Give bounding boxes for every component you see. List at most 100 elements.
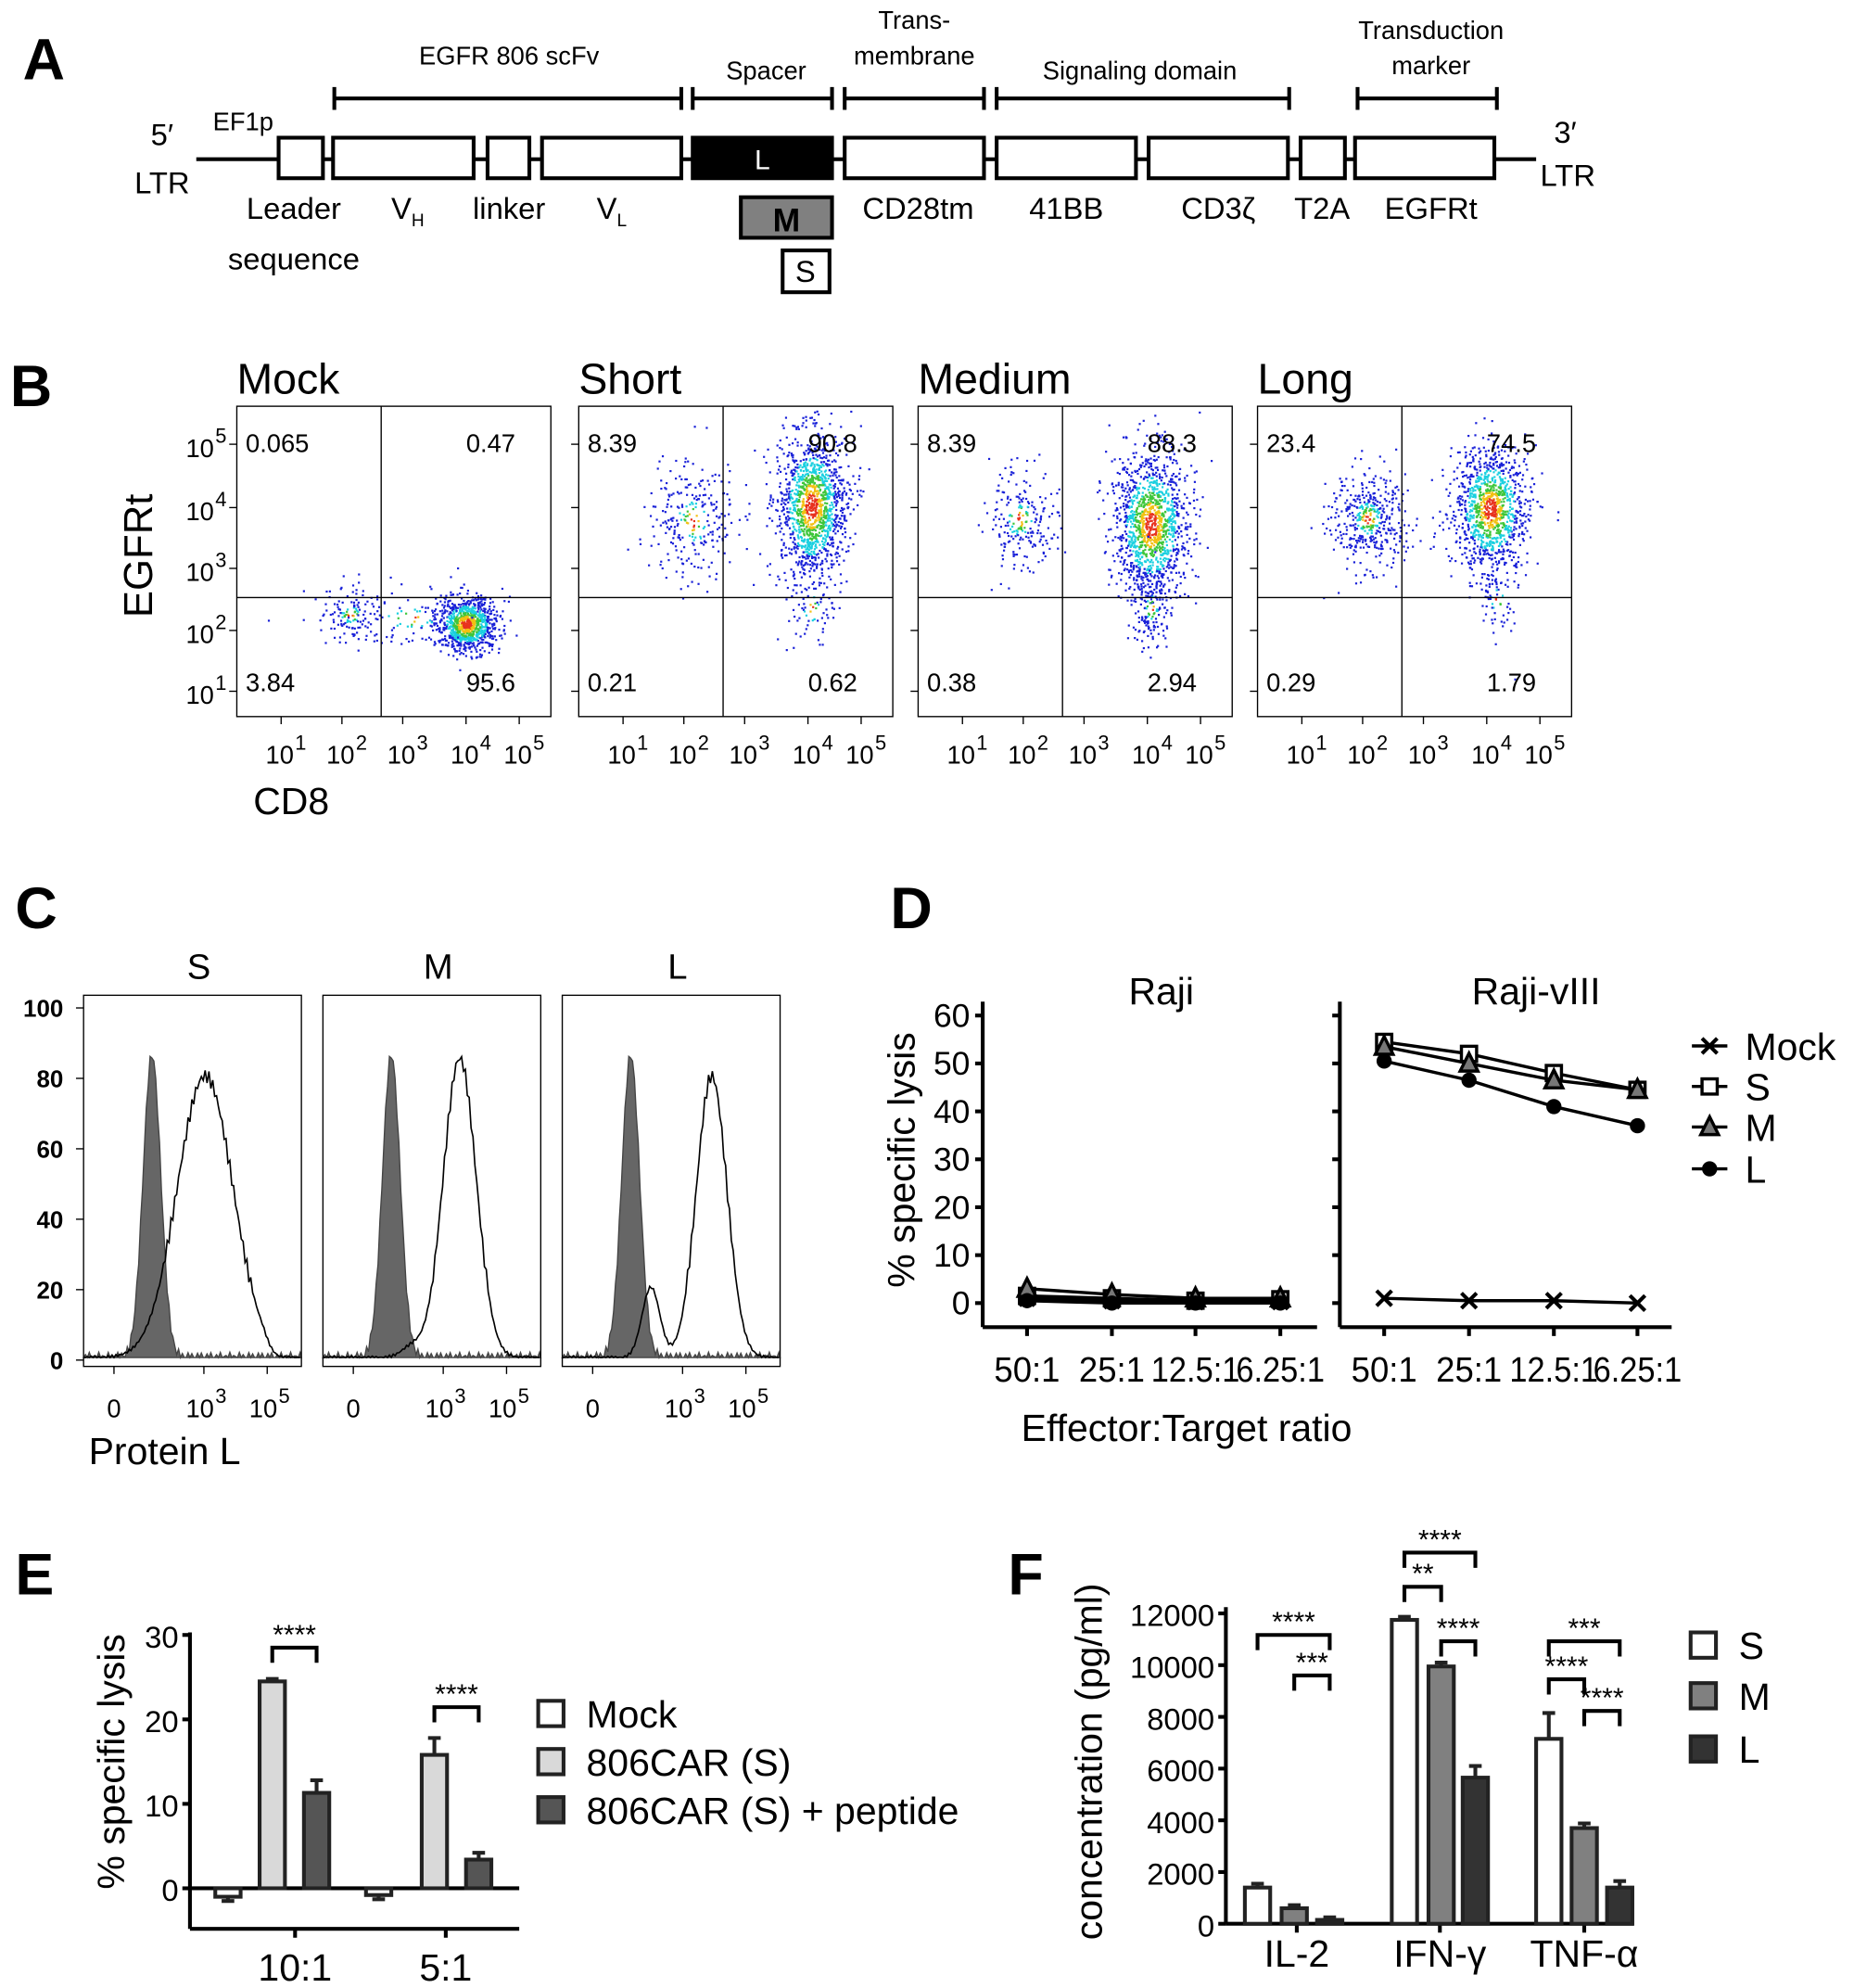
event-dot bbox=[1159, 512, 1162, 515]
event-dot bbox=[804, 465, 806, 468]
event-dot bbox=[834, 514, 837, 516]
event-dot bbox=[356, 604, 359, 606]
event-dot bbox=[466, 607, 469, 610]
event-dot bbox=[992, 518, 996, 521]
event-dot bbox=[820, 499, 823, 502]
event-dot bbox=[839, 509, 843, 512]
event-dot bbox=[448, 634, 451, 637]
event-dot bbox=[1174, 539, 1176, 542]
event-dot bbox=[1104, 551, 1107, 554]
event-dot bbox=[1449, 559, 1452, 563]
event-dot bbox=[810, 474, 814, 478]
event-dot bbox=[1138, 512, 1142, 515]
event-dot bbox=[450, 620, 452, 623]
event-dot bbox=[450, 591, 452, 593]
event-dot bbox=[443, 622, 446, 625]
event-dot bbox=[792, 530, 794, 533]
event-dot bbox=[814, 490, 817, 492]
event-dot bbox=[1518, 484, 1521, 488]
event-dot bbox=[776, 525, 779, 528]
event-dot bbox=[446, 605, 449, 607]
event-dot bbox=[331, 613, 335, 616]
event-dot bbox=[1495, 514, 1498, 516]
event-dot bbox=[795, 592, 798, 594]
event-dot bbox=[489, 635, 492, 638]
event-dot bbox=[489, 597, 492, 600]
event-dot bbox=[787, 465, 790, 468]
event-dot bbox=[1173, 566, 1175, 568]
event-dot bbox=[451, 603, 454, 605]
event-dot bbox=[355, 589, 358, 592]
event-dot bbox=[470, 607, 473, 610]
event-dot bbox=[1158, 614, 1161, 617]
event-dot bbox=[808, 575, 811, 578]
event-dot bbox=[483, 632, 486, 635]
event-dot bbox=[454, 617, 457, 619]
event-dot bbox=[1155, 475, 1158, 478]
event-dot bbox=[690, 562, 692, 566]
event-dot bbox=[1467, 517, 1469, 520]
event-dot bbox=[1126, 637, 1130, 640]
event-dot bbox=[491, 643, 494, 646]
event-dot bbox=[1174, 548, 1176, 551]
event-dot bbox=[779, 518, 781, 521]
event-dot bbox=[811, 561, 814, 564]
event-dot bbox=[661, 454, 665, 458]
event-dot bbox=[487, 642, 489, 644]
event-dot bbox=[780, 522, 782, 525]
event-dot bbox=[814, 487, 817, 490]
event-dot bbox=[814, 534, 817, 537]
event-dot bbox=[1175, 565, 1177, 567]
event-dot bbox=[1144, 513, 1147, 516]
event-dot bbox=[346, 625, 349, 628]
event-dot bbox=[1143, 599, 1146, 602]
event-dot bbox=[1130, 511, 1133, 514]
event-dot bbox=[639, 538, 641, 541]
event-dot bbox=[1497, 451, 1501, 453]
event-dot bbox=[1145, 526, 1148, 529]
event-dot bbox=[680, 505, 684, 508]
event-dot bbox=[830, 479, 833, 482]
event-dot bbox=[437, 628, 440, 631]
event-dot bbox=[1125, 538, 1128, 542]
event-dot bbox=[1129, 491, 1132, 493]
x-tick-label: 10 2 bbox=[326, 731, 367, 769]
event-dot bbox=[793, 546, 795, 549]
event-dot bbox=[800, 507, 803, 511]
event-dot bbox=[1159, 495, 1162, 498]
event-dot bbox=[1170, 612, 1173, 615]
event-dot bbox=[1153, 486, 1156, 489]
event-dot bbox=[1166, 577, 1169, 580]
event-dot bbox=[459, 607, 462, 610]
event-dot bbox=[812, 485, 815, 489]
event-dot bbox=[1155, 501, 1158, 503]
x-tick-label-exp: 5 bbox=[533, 731, 544, 754]
event-dot bbox=[777, 638, 780, 641]
event-dot bbox=[1149, 494, 1152, 497]
event-dot bbox=[1147, 535, 1149, 539]
domain-label: Signaling domain bbox=[1043, 57, 1238, 85]
event-dot bbox=[480, 600, 483, 603]
event-dot bbox=[830, 563, 832, 566]
event-dot bbox=[824, 557, 827, 560]
event-dot bbox=[838, 606, 841, 609]
event-dot bbox=[815, 490, 818, 493]
event-dot bbox=[1141, 618, 1144, 620]
event-dot bbox=[798, 500, 801, 503]
event-dot bbox=[838, 563, 841, 566]
event-dot bbox=[1465, 451, 1467, 454]
event-dot bbox=[1187, 594, 1190, 598]
event-dot bbox=[487, 620, 489, 623]
event-dot bbox=[792, 459, 794, 462]
event-dot bbox=[825, 529, 828, 532]
event-dot bbox=[782, 452, 785, 455]
event-dot bbox=[821, 457, 824, 460]
event-dot bbox=[1136, 526, 1138, 529]
event-dot bbox=[797, 562, 800, 565]
event-dot bbox=[796, 522, 800, 526]
event-dot bbox=[471, 657, 474, 660]
event-dot bbox=[1029, 541, 1032, 543]
event-dot bbox=[470, 645, 473, 648]
event-dot bbox=[1169, 596, 1173, 600]
